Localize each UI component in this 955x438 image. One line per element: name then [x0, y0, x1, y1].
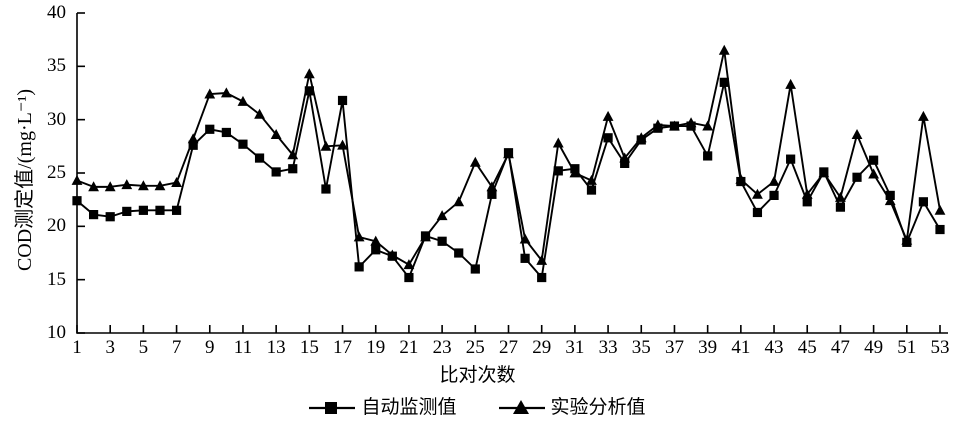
x-tick-label: 53: [930, 337, 950, 358]
chart-legend: 自动监测值 实验分析值: [0, 398, 955, 417]
x-tick-label: 7: [171, 337, 182, 358]
legend-label-lab: 实验分析值: [550, 397, 646, 418]
y-tick-label: 20: [47, 215, 66, 237]
x-tick-label: 23: [432, 337, 452, 358]
x-tick-label: 21: [399, 337, 419, 358]
y-tick-label: 15: [47, 268, 66, 290]
x-tick-label: 25: [465, 337, 485, 358]
x-tick-label: 45: [797, 337, 817, 358]
x-tick-label: 3: [105, 337, 115, 358]
x-tick-label: 47: [830, 337, 850, 358]
legend-square-marker-icon: [309, 401, 356, 414]
y-tick-label: 40: [47, 2, 66, 23]
x-tick-label: 41: [731, 337, 751, 358]
x-tick-label: 9: [205, 337, 215, 358]
x-tick-label: 49: [864, 337, 884, 358]
y-ticks: [77, 12, 85, 334]
x-tick-label: 39: [698, 337, 718, 358]
legend-item-lab[interactable]: 实验分析值: [498, 397, 646, 418]
x-tick-label: 1: [72, 337, 82, 358]
x-tick-label: 27: [499, 337, 518, 358]
x-tick-label: 51: [897, 337, 917, 358]
x-tick-label: 37: [664, 337, 684, 358]
x-tick-label: 17: [333, 337, 353, 358]
x-tick-label: 43: [764, 337, 784, 358]
y-tick-label: 10: [47, 322, 66, 343]
x-tick-label: 33: [598, 337, 618, 358]
x-tick-label: 5: [138, 337, 149, 358]
x-tick-label: 15: [299, 337, 319, 358]
y-tick-label: 25: [47, 162, 66, 183]
x-tick-label: 19: [366, 337, 386, 358]
x-tick-label: 11: [233, 337, 253, 358]
series-lab-analysis: [71, 44, 946, 270]
x-tick-label: 13: [266, 337, 286, 358]
x-ticks: [76, 325, 941, 333]
x-tick-label: 31: [565, 337, 585, 358]
legend-item-auto[interactable]: 自动监测值: [309, 397, 457, 418]
legend-label-auto: 自动监测值: [361, 397, 457, 418]
x-tick-label: 29: [532, 337, 552, 358]
series-auto-monitor: [72, 77, 945, 283]
y-tick-label: 30: [47, 108, 66, 130]
x-tick-label: 35: [631, 337, 651, 358]
x-axis-title: 比对次数: [439, 365, 516, 386]
y-tick-label: 35: [47, 55, 66, 77]
legend-triangle-marker-icon: [498, 399, 545, 414]
